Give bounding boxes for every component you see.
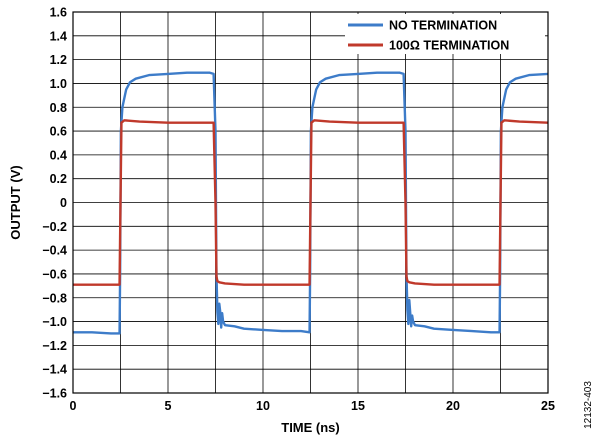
legend-background [345,14,545,54]
x-axis-ticks: 0 5 10 15 20 25 [70,399,555,413]
y-tick-label: 0.2 [50,172,67,186]
y-tick-label: −0.6 [42,267,67,281]
x-tick-label: 5 [165,399,172,413]
x-tick-label: 10 [256,399,270,413]
series-line-1 [73,119,549,286]
plot-area-frame [72,11,549,394]
figure-code: 12132-403 [583,381,594,429]
y-tick-label: 0.8 [50,101,67,115]
y-tick-label: −1.6 [42,387,67,401]
y-tick-label: 0.4 [50,148,67,162]
y-tick-label: −1.2 [42,339,67,353]
x-tick-label: 15 [351,399,365,413]
x-tick-label: 0 [70,399,77,413]
y-tick-label: 1.0 [50,77,67,91]
x-tick-label: 20 [446,399,460,413]
y-tick-label: 1.6 [50,6,67,20]
series-line-0 [73,71,549,335]
legend-label-100-ohm-termination: 100Ω TERMINATION [389,39,509,53]
series-layer [73,71,549,335]
y-tick-label: 0 [60,196,67,210]
legend-label-no-termination: NO TERMINATION [389,19,497,33]
y-tick-label: −1.4 [42,363,67,377]
y-tick-label: −0.4 [42,244,67,258]
y-axis-ticks: −1.6 −1.4 −1.2 −1.0 −0.8 −0.6 −0.4 −0.2 0 0.2 0.4 0… [42,6,67,401]
legend: NO TERMINATION 100Ω TERMINATION [345,14,545,54]
x-axis-title: TIME (ns) [281,420,340,435]
y-tick-label: 0.6 [50,125,67,139]
y-tick-label: −1.0 [42,315,67,329]
y-tick-label: −0.8 [42,291,67,305]
y-tick-label: −0.2 [42,220,67,234]
y-tick-label: 1.4 [50,29,67,43]
x-tick-label: 25 [541,399,555,413]
y-axis-title: OUTPUT (V) [8,165,23,239]
y-tick-label: 1.2 [50,53,67,67]
